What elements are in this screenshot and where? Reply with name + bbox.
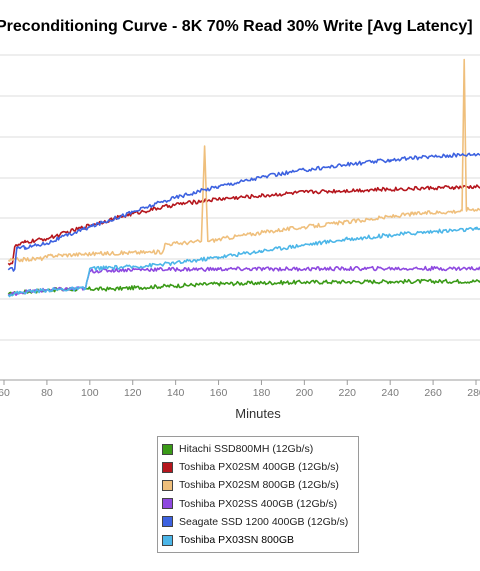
x-tick-label: 140 xyxy=(167,387,185,399)
x-tick-label: 200 xyxy=(296,387,314,399)
x-tick-label: 60 xyxy=(0,387,10,399)
legend-item[interactable]: Toshiba PX02SS 400GB (12Gb/s) xyxy=(162,495,358,513)
series-line xyxy=(7,278,480,297)
legend: Hitachi SSD800MH (12Gb/s) Toshiba PX02SM … xyxy=(157,436,359,554)
legend-item[interactable]: Toshiba PX02SM 400GB (12Gb/s) xyxy=(162,458,358,476)
series-line xyxy=(7,152,480,272)
legend-item[interactable]: Toshiba PX03SN 800GB xyxy=(162,531,358,549)
x-tick-label: 180 xyxy=(253,387,271,399)
series-line xyxy=(7,58,480,263)
legend-label: Toshiba PX02SM 400GB (12Gb/s) xyxy=(179,461,339,474)
x-tick-label: 100 xyxy=(81,387,99,399)
legend-item[interactable]: Toshiba PX02SM 800GB (12Gb/s) xyxy=(162,476,358,494)
x-tick-label: 280 xyxy=(467,387,480,399)
x-tick-label: 80 xyxy=(41,387,53,399)
legend-item[interactable]: Hitachi SSD800MH (12Gb/s) xyxy=(162,440,358,458)
legend-swatch xyxy=(162,479,173,491)
legend-swatch xyxy=(162,516,173,528)
series-line xyxy=(7,226,480,298)
legend-label: Toshiba PX02SS 400GB (12Gb/s) xyxy=(179,497,338,510)
legend-label: Toshiba PX03SN 800GB xyxy=(179,534,294,547)
x-tick-label: 240 xyxy=(381,387,399,399)
chart-plot: 60 80 100 120 140 160 180 200 220 240 260 280 Minut… xyxy=(0,54,480,421)
x-tick-label: 220 xyxy=(339,387,357,399)
grid-lines xyxy=(0,54,480,381)
legend-swatch xyxy=(162,498,173,510)
legend-swatch xyxy=(162,461,173,473)
x-axis-title: Minutes xyxy=(235,406,281,421)
legend-swatch xyxy=(162,534,173,546)
legend-swatch xyxy=(162,443,173,455)
legend-label: Hitachi SSD800MH (12Gb/s) xyxy=(179,443,314,456)
legend-label: Seagate SSD 1200 400GB (12Gb/s) xyxy=(179,515,349,528)
x-tick-label: 160 xyxy=(210,387,228,399)
x-tick-label: 120 xyxy=(124,387,142,399)
series-line xyxy=(7,184,480,266)
x-tick-label: 260 xyxy=(424,387,442,399)
legend-label: Toshiba PX02SM 800GB (12Gb/s) xyxy=(179,479,339,492)
series-lines xyxy=(7,58,480,298)
legend-item[interactable]: Seagate SSD 1200 400GB (12Gb/s) xyxy=(162,513,358,531)
x-tick-labels: 60 80 100 120 140 160 180 200 220 240 260 280 xyxy=(0,380,480,399)
chart-title: Preconditioning Curve - 8K 70% Read 30% … xyxy=(0,18,473,35)
